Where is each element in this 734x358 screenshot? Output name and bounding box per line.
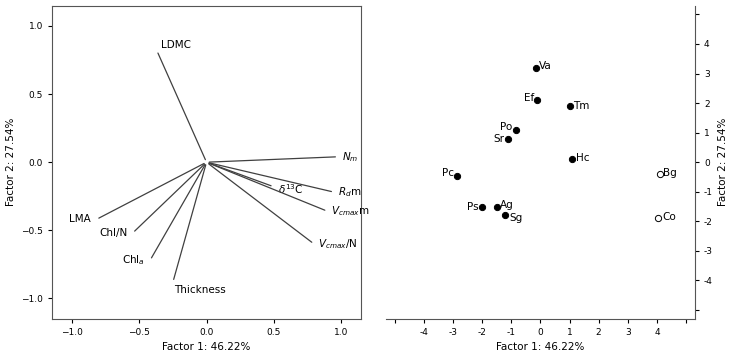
- X-axis label: Factor 1: 46.22%: Factor 1: 46.22%: [496, 343, 584, 352]
- Text: Ag: Ag: [500, 200, 514, 210]
- X-axis label: Factor 1: 46.22%: Factor 1: 46.22%: [162, 343, 251, 352]
- Text: $V_{cmax}$/N: $V_{cmax}$/N: [318, 237, 357, 251]
- Y-axis label: Factor 2: 27.54%: Factor 2: 27.54%: [6, 118, 15, 207]
- Text: LDMC: LDMC: [161, 40, 191, 50]
- Text: Chl/N: Chl/N: [99, 228, 127, 238]
- Text: Thickness: Thickness: [174, 285, 226, 295]
- Text: Po: Po: [500, 122, 512, 132]
- Text: Sg: Sg: [509, 213, 522, 223]
- Text: Co: Co: [662, 212, 676, 222]
- Text: $R_d$m: $R_d$m: [338, 185, 362, 199]
- Text: Va: Va: [539, 61, 552, 71]
- Text: Tm: Tm: [573, 101, 589, 111]
- Text: Pc: Pc: [442, 168, 454, 178]
- Text: $V_{cmax}$m: $V_{cmax}$m: [332, 204, 370, 218]
- Y-axis label: Factor 2: 27.54%: Factor 2: 27.54%: [719, 118, 728, 207]
- Text: Sr: Sr: [494, 134, 505, 144]
- Text: $\delta^{13}$C: $\delta^{13}$C: [277, 183, 303, 196]
- Text: Ps: Ps: [467, 202, 479, 212]
- Text: LMA: LMA: [69, 214, 91, 224]
- Text: Ef: Ef: [523, 93, 534, 103]
- Text: $N_m$: $N_m$: [342, 150, 358, 164]
- Text: Bg: Bg: [664, 168, 677, 178]
- Text: Chl$_a$: Chl$_a$: [122, 253, 145, 267]
- Text: Hc: Hc: [576, 153, 589, 163]
